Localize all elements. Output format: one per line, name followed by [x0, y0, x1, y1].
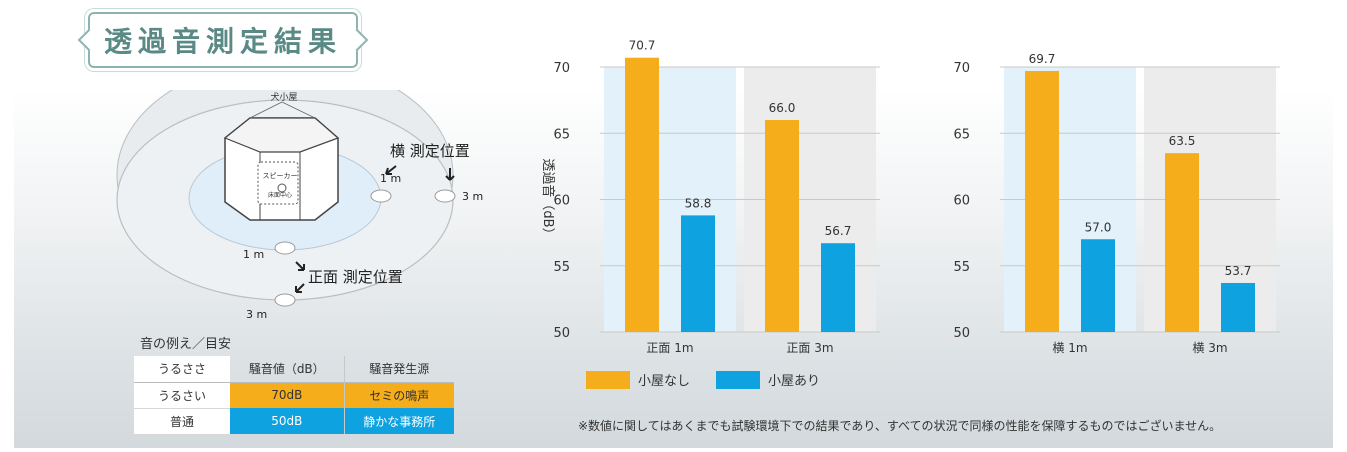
y-axis-label: 透過音（dB） [540, 158, 556, 240]
front-1m-label: 1 m [243, 248, 264, 261]
legend-label: 小屋あり [768, 374, 821, 389]
side-position-label: 横 測定位置 [390, 142, 470, 160]
doghouse-label: 犬小屋 [270, 91, 297, 103]
disclaimer: ※数値に関してはあくまでも試験環境下での結果であり、すべての状況で同様の性能を保… [578, 419, 1222, 433]
side-3m-label: 3 m [462, 190, 483, 203]
chart-legend: 小屋なし 小屋あり [586, 370, 846, 389]
title-plaque: 透過音測定結果 [88, 12, 358, 68]
y-tick-label: 70 [953, 61, 970, 76]
legend-label: 小屋なし [638, 374, 691, 389]
y-tick-label: 70 [553, 61, 570, 76]
data-label: 58.8 [685, 196, 712, 210]
bar [1221, 282, 1255, 332]
legend-item: 小屋なし [586, 370, 690, 389]
bar [625, 57, 659, 332]
arrow-icon [385, 165, 397, 175]
table-cell: 50dB [230, 408, 344, 434]
data-label: 56.7 [825, 224, 852, 238]
table-header-cell: 騒音値（dB） [230, 356, 344, 383]
table-cell: セミの鳴声 [343, 382, 454, 408]
bar [681, 215, 715, 332]
arrow-icon [445, 168, 455, 181]
side-1m-label: 1 m [380, 172, 401, 185]
arrow-icon [295, 261, 305, 271]
x-tick-label: 正面 1m [646, 341, 693, 355]
table-header-row: うるささ 騒音値（dB） 騒音発生源 [134, 356, 454, 383]
bar [1081, 239, 1115, 332]
y-tick-label: 50 [553, 326, 570, 341]
y-tick-label: 50 [953, 326, 970, 341]
data-label: 70.7 [629, 39, 656, 53]
table-cell: 70dB [230, 382, 344, 408]
side-3m-point [434, 189, 456, 203]
table-header-cell: 騒音発生源 [343, 356, 454, 383]
data-label: 63.5 [1169, 134, 1196, 148]
side-1m-point [370, 189, 392, 203]
y-tick-label: 65 [953, 127, 970, 142]
chart-front: 50 55 60 65 70 透過音（dB） 70.7 58.8 正面 1m 66.0 56.7 正面… [540, 39, 880, 355]
y-tick-label: 60 [553, 194, 570, 209]
table-row: うるさい 70dB セミの鳴声 [134, 382, 454, 409]
legend-swatch [586, 370, 630, 389]
front-position-label: 正面 測定位置 [308, 268, 403, 286]
arrow-icon [295, 283, 305, 293]
data-label: 57.0 [1085, 220, 1112, 234]
x-tick-label: 正面 3m [786, 341, 833, 355]
front-1m-point [274, 241, 296, 255]
legend-swatch [716, 370, 761, 389]
x-tick-label: 横 1m [1052, 341, 1087, 355]
reference-table: うるささ 騒音値（dB） 騒音発生源 うるさい 70dB セミの鳴声 普通 50… [134, 356, 454, 435]
chart-side: 50 55 60 65 70 69.7 57.0 横 1m 63.5 53.7 横 3m [953, 52, 1280, 355]
x-tick-label: 横 3m [1192, 341, 1227, 355]
speaker-label: スピーカー [263, 172, 298, 180]
data-label: 66.0 [769, 101, 796, 115]
y-tick-label: 55 [953, 260, 970, 275]
bar [1025, 70, 1059, 332]
bar [765, 120, 799, 332]
bar [1165, 153, 1199, 332]
speaker-sub-label: 床面中心 [268, 191, 292, 199]
y-tick-label: 65 [553, 127, 570, 142]
table-cell: うるさい [134, 382, 230, 409]
table-header-cell: うるささ [134, 356, 230, 383]
page-title: 透過音測定結果 [103, 25, 342, 58]
front-3m-label: 3 m [246, 308, 267, 321]
reference-caption: 音の例え／目安 [140, 337, 232, 352]
front-3m-point [274, 293, 296, 307]
measurement-diagram: 犬小屋 スピーカー 床面中心 横 測定位置 1 m 3 m 1 m 正面 測定位… [116, 90, 483, 321]
table-cell: 普通 [134, 408, 230, 435]
y-tick-label: 55 [553, 260, 570, 275]
data-label: 69.7 [1029, 52, 1056, 66]
table-cell: 静かな事務所 [343, 408, 454, 434]
data-label: 53.7 [1225, 264, 1252, 278]
doghouse-icon [223, 101, 340, 221]
table-row: 普通 50dB 静かな事務所 [134, 408, 454, 435]
legend-item: 小屋あり [716, 370, 820, 389]
y-tick-label: 60 [953, 194, 970, 209]
bar [821, 243, 855, 332]
